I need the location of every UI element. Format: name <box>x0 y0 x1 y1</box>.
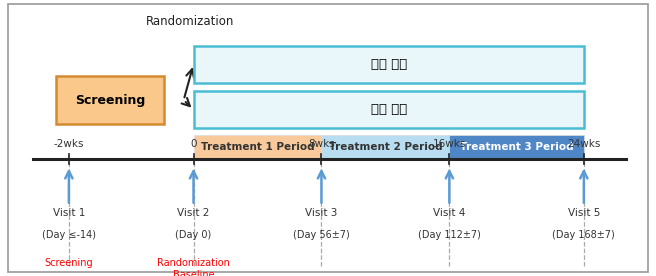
Text: (Day 56±7): (Day 56±7) <box>293 230 350 240</box>
Text: Visit 5: Visit 5 <box>567 208 600 218</box>
Text: (Day 112±7): (Day 112±7) <box>418 230 481 240</box>
Text: Treatment 3 Period: Treatment 3 Period <box>460 142 573 152</box>
Text: Randomization: Randomization <box>146 15 234 28</box>
Text: (Day 168±7): (Day 168±7) <box>552 230 615 240</box>
Bar <box>321 135 449 159</box>
Bar <box>194 91 584 128</box>
Text: 16wks: 16wks <box>433 139 466 149</box>
Text: 0: 0 <box>190 139 197 149</box>
Text: (Day 0): (Day 0) <box>175 230 212 240</box>
Text: Visit 1: Visit 1 <box>52 208 85 218</box>
Text: Treatment 1 Period: Treatment 1 Period <box>201 142 314 152</box>
Text: Screening: Screening <box>75 94 145 107</box>
Text: 24wks: 24wks <box>567 139 600 149</box>
Bar <box>194 46 584 83</box>
Text: Visit 4: Visit 4 <box>433 208 466 218</box>
Bar <box>194 135 321 159</box>
Text: 대조 식품: 대조 식품 <box>371 103 407 116</box>
Text: Randomization
Baseline: Randomization Baseline <box>157 258 230 276</box>
Text: Screening: Screening <box>45 258 93 268</box>
Text: Visit 3: Visit 3 <box>305 208 338 218</box>
Bar <box>449 135 584 159</box>
Text: Treatment 2 Period: Treatment 2 Period <box>329 142 442 152</box>
Text: (Day ≤-14): (Day ≤-14) <box>42 230 96 240</box>
Text: 시험 식품: 시험 식품 <box>371 58 407 71</box>
Text: 8wks: 8wks <box>308 139 335 149</box>
Text: Visit 2: Visit 2 <box>177 208 210 218</box>
Text: -2wks: -2wks <box>54 139 84 149</box>
FancyBboxPatch shape <box>56 76 164 124</box>
